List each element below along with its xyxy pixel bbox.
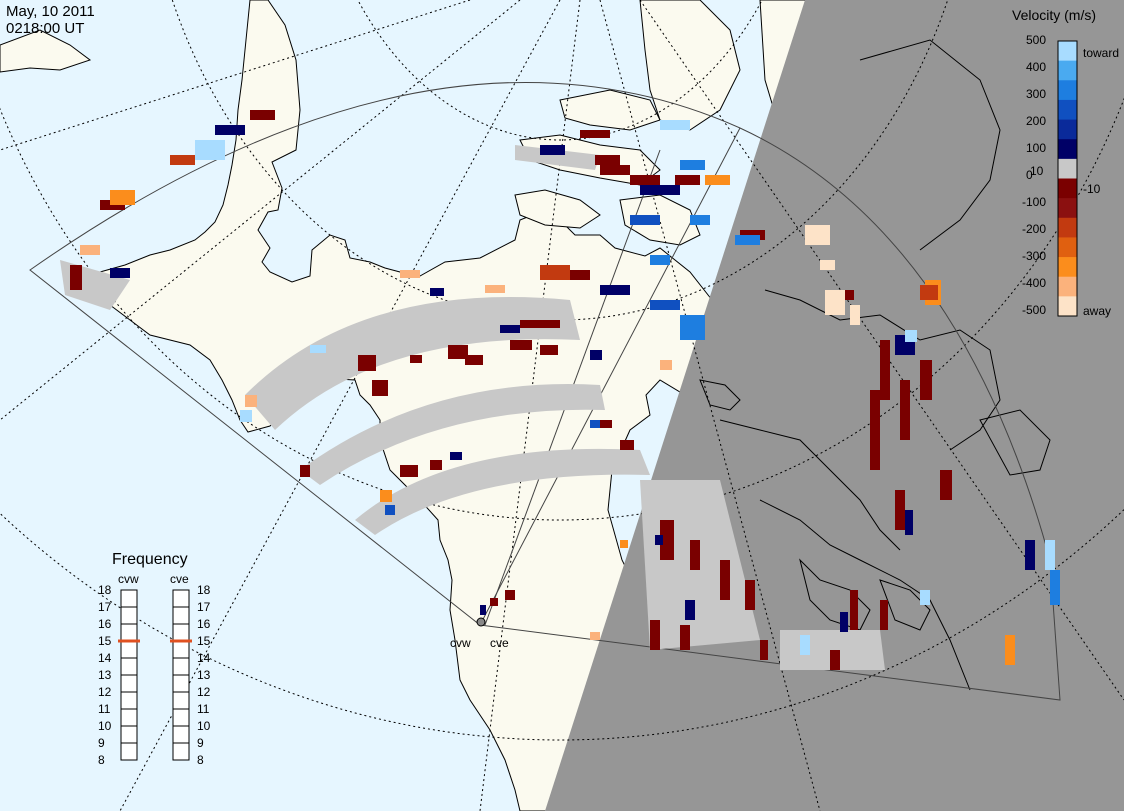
frequency-right-radar: cve [170,572,189,586]
frequency-scale-label: 15 [98,634,112,648]
frequency-scale-label: 14 [98,651,112,665]
colorbar-strip [1058,80,1077,101]
colorbar-tick-label: 300 [1026,87,1046,101]
timestamp-block: May, 10 2011 0218:00 UT [6,3,95,37]
colorbar-strip [1058,257,1077,278]
colorbar-strip [1058,60,1077,81]
colorbar-strip [1058,158,1077,179]
frequency-title: Frequency [112,551,188,568]
colorbar-strip [1058,119,1077,140]
frequency-scale-label: 9 [98,736,105,750]
radar-site-cve-label: cve [490,636,509,650]
colorbar-strip [1058,139,1077,160]
frequency-scale-label: 8 [98,753,105,767]
arctic-island-2 [559,89,661,131]
frequency-scale-label: 14 [197,651,211,665]
date-label: May, 10 2011 [6,3,95,20]
frequency-scale-label: 10 [197,719,211,733]
colorbar-strip [1058,99,1077,121]
colorbar-tick-label: 400 [1026,60,1046,74]
colorbar-away-label: away [1083,304,1111,318]
colorbar-tick-label: -10 [1083,182,1101,196]
colorbar-title: Velocity (m/s) [1012,7,1096,23]
colorbar-frame [1057,40,1078,317]
frequency-scale-label: 16 [98,617,112,631]
radar-site-cvw-label: cvw [450,636,471,650]
colorbar-tick-label: -500 [1022,303,1046,317]
colorbar-tick-label: 100 [1026,141,1046,155]
colorbar-tick-label: -300 [1022,249,1046,263]
colorbar-strip [1058,276,1077,297]
colorbar-tick-label: 0 [1026,168,1033,182]
frequency-scale-label: 9 [197,736,204,750]
velocity-cells-layer [70,110,1060,670]
arctic-island-3 [639,0,741,131]
radar-site-marker [476,617,486,627]
velocity-colorbar: Velocity (m/s) 500 400 300 200 100 100 -10 -100… [1012,7,1119,318]
colorbar-strip [1058,237,1077,258]
arctic-ocean-land [0,29,92,73]
frequency-scale-label: 18 [98,583,112,597]
colorbar-tick-label: 200 [1026,114,1046,128]
frequency-scale-label: 15 [197,634,211,648]
colorbar-tick-label: 500 [1026,33,1046,47]
frequency-ladders: 18 17 16 15 14 13 12 11 10 9 8 18 17 16 15 14 13 12 11 10 9 8 [98,583,211,767]
colorbar-strip [1058,178,1077,199]
colorbar-tick-label: -200 [1022,222,1046,236]
frequency-scale-label: 18 [197,583,211,597]
frequency-scale-label: 11 [197,702,210,716]
night-coastlines [699,39,1051,691]
frequency-scale-label: 8 [197,753,204,767]
frequency-panel: Frequency cvw cve 1817161514131211109818… [98,551,211,767]
colorbar-strip [1058,41,1077,62]
colorbar-tick-label: -100 [1022,195,1046,209]
colorbar-strip [1058,198,1077,219]
colorbar-strips [1058,41,1077,317]
colorbar-toward-label: toward [1083,46,1119,60]
colorbar-tick-label: 10 [1030,164,1044,178]
arctic-island-4 [514,189,601,229]
colorbar-strip [1058,296,1077,317]
frequency-scale-label: 10 [98,719,112,733]
frequency-left-radar: cvw [118,572,139,586]
colorbar-labels: 500 400 300 200 100 100 -10 -100 -200 -300 -400 -50… [1022,33,1101,317]
frequency-scale-label: 12 [197,685,211,699]
time-label: 0218:00 UT [6,20,84,37]
radar-sites: cvw cve [450,617,509,650]
frequency-scale-label: 13 [98,668,112,682]
frequency-scale-label: 12 [98,685,112,699]
frequency-scale-label: 13 [197,668,211,682]
colorbar-tick-label: -400 [1022,276,1046,290]
frequency-scale-label: 11 [98,702,111,716]
frequency-scale-label: 17 [98,600,112,614]
frequency-scale-label: 17 [197,600,211,614]
frequency-scale-label: 16 [197,617,211,631]
colorbar-strip [1058,217,1077,238]
